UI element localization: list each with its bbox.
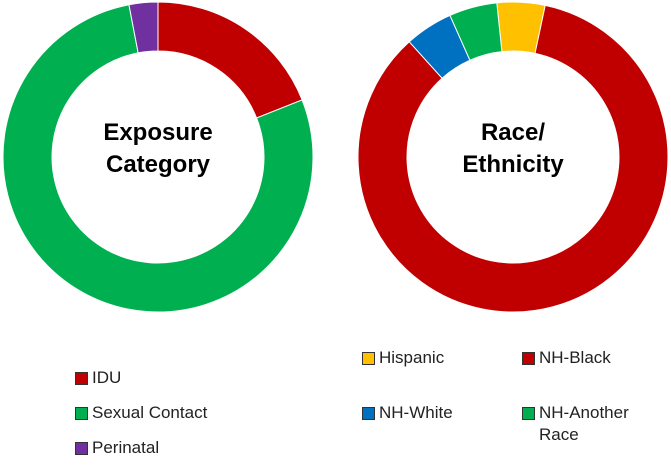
- legend-swatch: [522, 352, 535, 365]
- legend-label: NH-Black: [539, 348, 611, 367]
- legend-label: Sexual Contact: [92, 403, 208, 422]
- legend-swatch: [75, 407, 88, 420]
- legend-label: Perinatal: [92, 438, 160, 457]
- donut-segment: [128, 1, 159, 54]
- legend-swatch: [75, 442, 88, 455]
- legend-item: Hispanic: [362, 347, 502, 369]
- legend-swatch: [362, 352, 375, 365]
- legend-swatch: [75, 372, 88, 385]
- legend-item: NH-White: [362, 402, 502, 424]
- legend-item: Sexual Contact: [75, 402, 275, 424]
- donut-segment: [2, 4, 314, 313]
- donut-segment: [357, 4, 669, 313]
- legend-item: Perinatal: [75, 437, 275, 459]
- donut-segment: [449, 2, 503, 61]
- donut-title: Race/ Ethnicity: [462, 119, 564, 178]
- legend-swatch: [362, 407, 375, 420]
- legend-item: NH-Black: [522, 347, 662, 369]
- donut-title: Exposure Category: [103, 119, 213, 178]
- donut-segment: [157, 1, 303, 119]
- legend-label: Hispanic: [379, 348, 445, 367]
- legend-item: NH-Another Race: [522, 402, 662, 446]
- legend-item: IDU: [75, 367, 275, 389]
- legend-label: NH-White: [379, 403, 453, 422]
- legend-swatch: [522, 407, 535, 420]
- legend-label: IDU: [92, 368, 122, 387]
- legend-label: NH-Another Race: [539, 403, 629, 444]
